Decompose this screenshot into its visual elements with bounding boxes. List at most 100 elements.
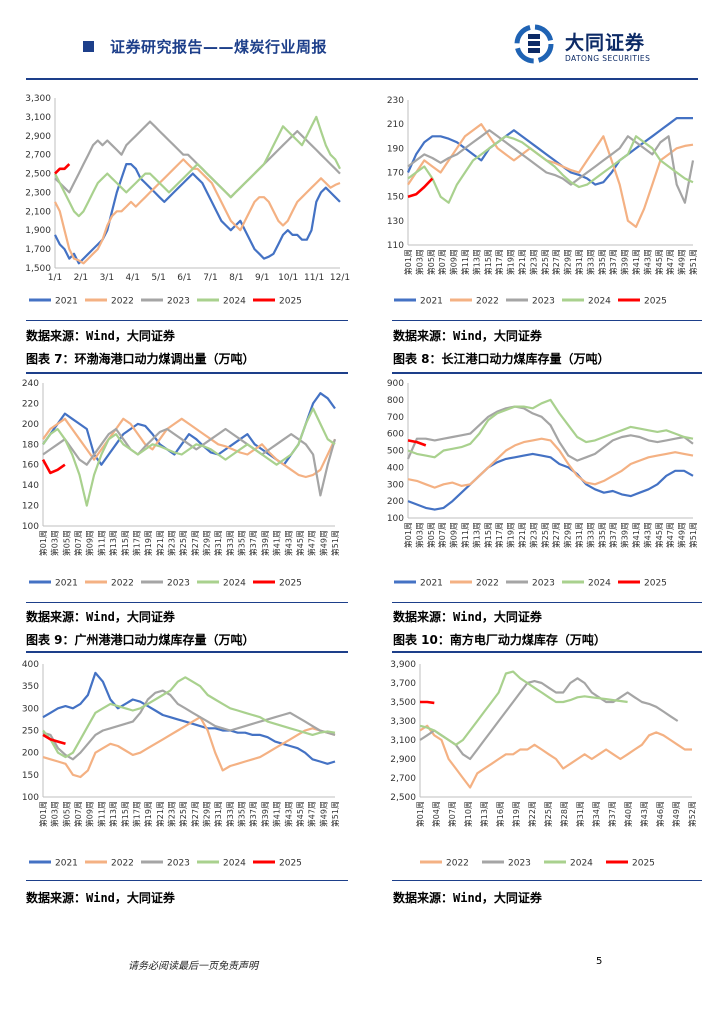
- y-tick-label: 2,900: [25, 132, 51, 142]
- x-tick-label: 第47周: [307, 530, 317, 556]
- x-tick-label: 第21周: [155, 801, 165, 827]
- x-tick-label: 第13周: [471, 249, 481, 275]
- x-tick-label: 第23周: [166, 801, 176, 827]
- rule-chart4-bottom: [392, 602, 702, 603]
- x-tick-label: 第43周: [639, 801, 649, 827]
- legend-label-2023: 2023: [167, 859, 190, 869]
- legend-label-2025: 2025: [632, 859, 655, 869]
- series-line-2023: [42, 689, 336, 761]
- y-tick-label: 500: [387, 447, 404, 457]
- rule-caption-10: [392, 651, 702, 653]
- rule-chart3-bottom: [26, 602, 348, 603]
- y-tick-label: 120: [22, 502, 39, 512]
- x-tick-label: 第17周: [494, 522, 504, 548]
- x-tick-label: 第21周: [155, 530, 165, 556]
- x-tick-label: 第01周: [38, 801, 48, 827]
- x-tick-label: 第31周: [574, 249, 584, 275]
- legend-label-2022: 2022: [446, 859, 469, 869]
- x-tick-label: 第17周: [131, 530, 141, 556]
- y-tick-label: 100: [22, 793, 39, 803]
- caption-figure-9: 图表 9：广州港港口动力煤库存量（万吨）: [26, 633, 255, 647]
- header-rule: [26, 78, 698, 80]
- x-tick-label: 第39周: [620, 522, 630, 548]
- y-tick-label: 900: [387, 379, 404, 389]
- y-tick-label: 170: [387, 169, 404, 179]
- x-tick-label: 第37周: [248, 801, 258, 827]
- y-tick-label: 300: [22, 704, 39, 714]
- rule-chart1-bottom: [26, 320, 348, 321]
- legend-label-2024: 2024: [223, 579, 246, 589]
- x-tick-label: 第19周: [506, 522, 516, 548]
- x-tick-label: 第49周: [677, 522, 687, 548]
- x-tick-label: 第23周: [528, 522, 538, 548]
- y-tick-label: 2,300: [25, 188, 51, 198]
- x-tick-label: 6/1: [177, 273, 191, 283]
- y-tick-label: 3,300: [25, 94, 51, 104]
- logo-text-cn: 大同证券: [565, 32, 646, 54]
- x-tick-label: 第37周: [608, 522, 618, 548]
- x-tick-label: 第29周: [563, 249, 573, 275]
- rule-chart6-bottom: [392, 880, 702, 881]
- y-tick-label: 800: [387, 396, 404, 406]
- x-tick-label: 第09周: [85, 530, 95, 556]
- y-tick-label: 200: [387, 497, 404, 507]
- chart-south-plant-stock: 3,900 3,700 3,500 3,300 3,100 2,900 2,700 2,500…: [390, 660, 697, 869]
- y-tick-label: 3,900: [390, 660, 416, 670]
- x-tick-label: 第49周: [318, 801, 328, 827]
- x-tick-label: 第03周: [414, 249, 424, 275]
- x-tick-label: 第15周: [483, 249, 493, 275]
- x-tick-label: 第25周: [178, 530, 188, 556]
- legend-label-2021: 2021: [55, 297, 78, 307]
- legend-label-2021: 2021: [420, 579, 443, 589]
- y-tick-label: 2,500: [25, 170, 51, 180]
- y-tick-label: 400: [387, 463, 404, 473]
- x-tick-label: 第31周: [213, 530, 223, 556]
- series-line-2023: [406, 405, 694, 462]
- x-tick-label: 第05周: [61, 801, 71, 827]
- series-line-2022: [419, 724, 692, 789]
- legend-label-2023: 2023: [532, 297, 555, 307]
- series-line-2021: [42, 392, 336, 466]
- x-tick-label: 第11周: [460, 522, 470, 548]
- x-tick-label: 第13周: [108, 530, 118, 556]
- x-tick-label: 第41周: [272, 530, 282, 556]
- x-tick-label: 第23周: [528, 249, 538, 275]
- rule-caption-7: [26, 372, 348, 374]
- y-tick-label: 190: [387, 144, 404, 154]
- series-line-2024: [419, 670, 628, 746]
- y-tick-label: 3,300: [390, 717, 416, 727]
- x-tick-label: 第47周: [665, 249, 675, 275]
- legend-label-2024: 2024: [223, 297, 246, 307]
- y-tick-label: 2,700: [25, 151, 51, 161]
- x-tick-label: 第05周: [61, 530, 71, 556]
- x-tick-label: 第45周: [654, 522, 664, 548]
- series-line-2025: [407, 439, 427, 447]
- series-line-2022: [42, 417, 336, 479]
- x-tick-label: 第23周: [166, 530, 176, 556]
- y-tick-label: 1,900: [25, 226, 51, 236]
- y-tick-label: 250: [22, 727, 39, 737]
- x-tick-label: 第33周: [585, 249, 595, 275]
- x-tick-label: 9/1: [255, 273, 269, 283]
- x-tick-label: 第33周: [585, 522, 595, 548]
- series-line-2025: [420, 700, 435, 705]
- source-note-5: 数据来源：Wind，大同证券: [26, 891, 175, 905]
- x-tick-label: 第25周: [178, 801, 188, 827]
- legend-label-2024: 2024: [588, 297, 611, 307]
- x-tick-label: 第07周: [73, 530, 83, 556]
- x-tick-label: 第11周: [96, 801, 106, 827]
- y-tick-label: 300: [387, 480, 404, 490]
- x-tick-label: 3/1: [100, 273, 114, 283]
- x-tick-label: 第39周: [260, 801, 270, 827]
- x-tick-label: 第37周: [607, 801, 617, 827]
- x-tick-label: 第35周: [237, 530, 247, 556]
- x-tick-label: 1/1: [48, 273, 62, 283]
- source-note-6: 数据来源：Wind，大同证券: [393, 891, 542, 905]
- caption-figure-10: 图表 10：南方电厂动力煤库存（万吨）: [393, 633, 606, 647]
- x-tick-label: 第45周: [295, 530, 305, 556]
- x-tick-label: 第07周: [447, 801, 457, 827]
- x-tick-label: 7/1: [203, 273, 217, 283]
- x-tick-label: 第43周: [283, 530, 293, 556]
- y-tick-label: 2,500: [390, 793, 416, 803]
- series-line-2023: [407, 129, 695, 204]
